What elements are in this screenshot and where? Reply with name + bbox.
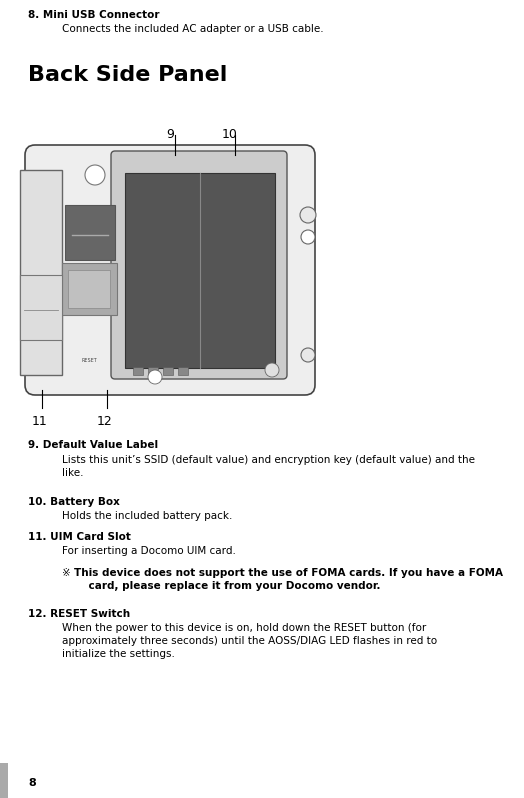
Bar (20, 170, 62, 375)
FancyBboxPatch shape (25, 145, 315, 395)
Text: ※: ※ (62, 568, 74, 578)
Text: 9. Default Value Label: 9. Default Value Label (28, 440, 158, 450)
Bar (148, 367, 158, 375)
Bar (0, 763, 8, 798)
Text: This device does not support the use of FOMA cards. If you have a FOMA
    card,: This device does not support the use of … (74, 568, 503, 591)
Text: RESET: RESET (82, 358, 98, 363)
Bar (68, 270, 110, 308)
FancyBboxPatch shape (111, 151, 287, 379)
Text: Back Side Panel: Back Side Panel (28, 65, 227, 85)
Bar (163, 367, 173, 375)
Text: 10. Battery Box: 10. Battery Box (28, 497, 120, 507)
Bar (20, 275, 62, 340)
Circle shape (300, 207, 316, 223)
Text: 11. UIM Card Slot: 11. UIM Card Slot (28, 532, 131, 542)
Text: Connects the included AC adapter or a USB cable.: Connects the included AC adapter or a US… (62, 24, 324, 34)
Text: 8. Mini USB Connector: 8. Mini USB Connector (28, 10, 159, 20)
Text: 9: 9 (166, 128, 174, 141)
Text: When the power to this device is on, hold down the RESET button (for
approximate: When the power to this device is on, hol… (62, 623, 437, 659)
Circle shape (301, 230, 315, 244)
Circle shape (301, 348, 315, 362)
Circle shape (265, 363, 279, 377)
Bar (133, 367, 143, 375)
Text: Holds the included battery pack.: Holds the included battery pack. (62, 511, 232, 521)
Text: For inserting a Docomo UIM card.: For inserting a Docomo UIM card. (62, 546, 236, 556)
Bar (125, 173, 275, 368)
Bar (62, 263, 117, 315)
Text: 8: 8 (28, 778, 36, 788)
Circle shape (148, 370, 162, 384)
Text: 11: 11 (32, 415, 48, 428)
Text: 12: 12 (97, 415, 113, 428)
Text: Lists this unit’s SSID (default value) and encryption key (default value) and th: Lists this unit’s SSID (default value) a… (62, 455, 475, 478)
Text: 12. RESET Switch: 12. RESET Switch (28, 609, 130, 619)
Bar (65, 205, 115, 260)
Bar (178, 367, 188, 375)
Circle shape (85, 165, 105, 185)
Text: 10: 10 (222, 128, 238, 141)
